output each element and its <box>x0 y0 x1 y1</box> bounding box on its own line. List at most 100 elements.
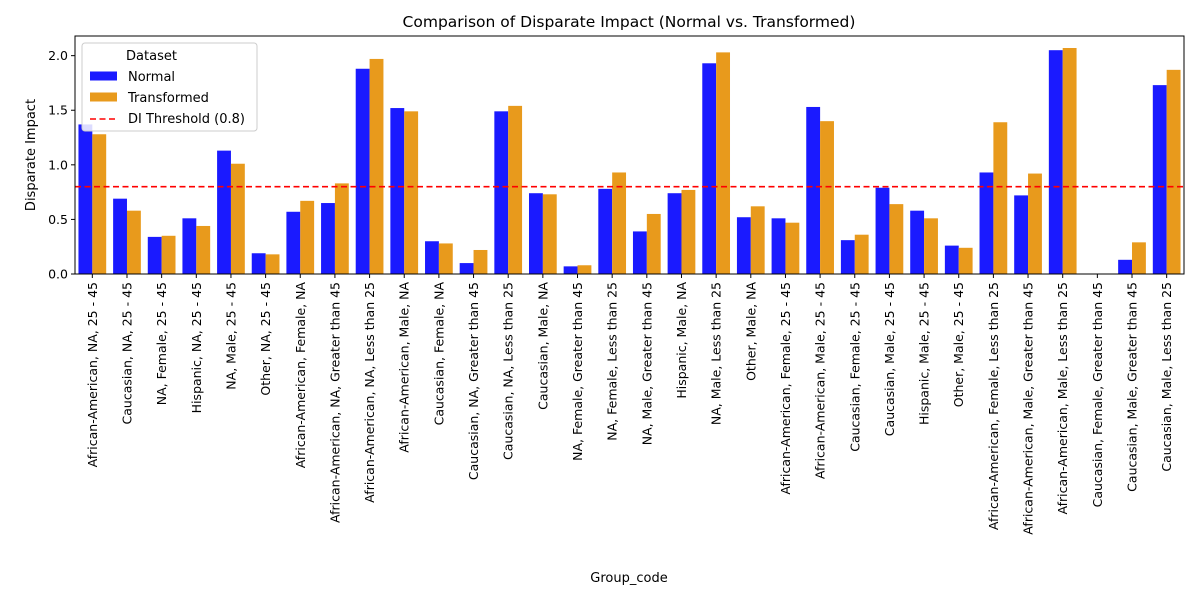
bar-normal-9 <box>390 108 405 274</box>
bar-normal-30 <box>1118 259 1133 274</box>
bar-transformed-26 <box>993 122 1008 274</box>
x-tick-label: African-American, NA, 25 - 45 <box>85 282 100 467</box>
x-tick-label: Caucasian, Male, Less than 25 <box>1159 282 1174 472</box>
bar-transformed-11 <box>473 249 488 274</box>
x-tick-label: Other, NA, 25 - 45 <box>258 282 273 396</box>
bar-normal-13 <box>528 193 543 274</box>
bar-transformed-7 <box>334 183 349 274</box>
x-tick-label: Hispanic, NA, 25 - 45 <box>189 282 204 413</box>
x-tick-label: Caucasian, Female, 25 - 45 <box>847 282 862 452</box>
x-tick-label: Hispanic, Male, NA <box>674 282 689 399</box>
bar-transformed-20 <box>785 222 800 274</box>
y-tick-label: 0.0 <box>48 267 68 282</box>
x-tick-label: African-American, Female, 25 - 45 <box>778 282 793 495</box>
x-tick-label: Other, Male, NA <box>743 282 758 381</box>
bar-transformed-21 <box>820 121 834 274</box>
bar-normal-8 <box>355 68 370 275</box>
x-tick-label: NA, Male, 25 - 45 <box>223 282 238 390</box>
x-tick-label: Caucasian, Male, 25 - 45 <box>882 282 897 436</box>
bar-transformed-5 <box>265 254 280 274</box>
legend-swatch-transformed <box>90 92 117 102</box>
y-tick-label: 1.5 <box>48 103 68 118</box>
bar-transformed-16 <box>646 213 661 274</box>
x-tick-label: Caucasian, NA, Greater than 45 <box>466 282 481 480</box>
bars-layer <box>78 48 1181 275</box>
bar-normal-26 <box>979 172 994 274</box>
bar-normal-25 <box>944 245 959 274</box>
bar-transformed-0 <box>92 134 107 274</box>
x-tick-label: African-American, NA, Greater than 45 <box>327 282 342 523</box>
legend-box <box>81 42 258 132</box>
y-axis-ticks: 0.0 0.5 1.0 1.5 2.0 <box>48 48 75 282</box>
bar-normal-23 <box>875 187 890 274</box>
legend-label-threshold: DI Threshold (0.8) <box>128 112 245 127</box>
bar-normal-24 <box>910 210 925 274</box>
bar-transformed-27 <box>1028 173 1042 274</box>
x-tick-label: African-American, Male, NA <box>397 282 412 453</box>
bar-normal-20 <box>771 218 786 274</box>
bar-transformed-3 <box>196 225 211 274</box>
bar-transformed-9 <box>404 111 419 274</box>
x-tick-label: NA, Male, Greater than 45 <box>639 282 654 445</box>
axes-layer <box>74 35 1185 275</box>
bar-normal-10 <box>425 241 439 274</box>
bar-transformed-17 <box>681 189 696 274</box>
y-tick-label: 1.0 <box>48 157 68 172</box>
bar-normal-4 <box>217 150 231 274</box>
bar-normal-15 <box>598 188 613 274</box>
x-tick-label: Caucasian, NA, Less than 25 <box>501 282 516 460</box>
bar-transformed-13 <box>542 194 557 274</box>
bar-transformed-10 <box>438 243 453 274</box>
bar-transformed-19 <box>750 206 765 274</box>
x-axis-ticks: African-American, NA, 25 - 45 Caucasian, … <box>85 274 1174 535</box>
bar-transformed-25 <box>958 247 973 274</box>
bar-transformed-28 <box>1062 48 1077 275</box>
bar-normal-1 <box>113 198 127 274</box>
bar-normal-3 <box>182 218 197 274</box>
bar-normal-0 <box>78 124 93 275</box>
bar-transformed-22 <box>854 234 869 274</box>
bar-normal-14 <box>563 266 578 274</box>
x-tick-label: African-American, Male, Greater than 45 <box>1021 282 1036 535</box>
bar-transformed-4 <box>230 163 245 274</box>
bar-normal-7 <box>321 203 335 274</box>
bar-normal-31 <box>1152 85 1167 274</box>
x-tick-label: African-American, Female, NA <box>293 282 308 469</box>
legend-swatch-normal <box>90 71 117 81</box>
legend: Dataset Normal Transformed DI Threshold (0.… <box>81 42 258 132</box>
bar-normal-11 <box>459 263 474 274</box>
bar-normal-6 <box>286 211 301 274</box>
bar-transformed-14 <box>577 265 592 274</box>
chart-title: Comparison of Disparate Impact (Normal v… <box>403 13 856 31</box>
x-tick-label: NA, Female, Less than 25 <box>605 282 620 441</box>
x-tick-label: NA, Female, 25 - 45 <box>154 282 169 405</box>
bar-transformed-12 <box>508 105 523 275</box>
x-tick-label: African-American, Male, 25 - 45 <box>813 282 828 479</box>
bar-transformed-1 <box>126 210 141 274</box>
legend-title: Dataset <box>126 49 177 64</box>
bar-normal-19 <box>736 217 751 274</box>
plot-frame <box>74 35 1185 275</box>
bar-normal-18 <box>702 63 717 274</box>
x-tick-label: Caucasian, Male, NA <box>535 282 550 410</box>
x-tick-label: Caucasian, Female, NA <box>431 282 446 426</box>
x-tick-label: African-American, NA, Less than 25 <box>362 282 377 503</box>
legend-label-transformed: Transformed <box>127 91 209 106</box>
bar-transformed-15 <box>612 172 627 274</box>
bar-transformed-30 <box>1132 242 1146 274</box>
bar-transformed-23 <box>889 204 904 274</box>
y-tick-label: 2.0 <box>48 48 68 63</box>
bar-normal-12 <box>494 111 509 274</box>
bar-normal-27 <box>1014 195 1029 274</box>
bar-transformed-31 <box>1166 69 1181 274</box>
x-tick-label: Other, Male, 25 - 45 <box>951 282 966 407</box>
bar-normal-17 <box>667 193 682 274</box>
legend-label-normal: Normal <box>128 70 175 85</box>
bar-transformed-18 <box>716 52 731 275</box>
bar-normal-21 <box>806 106 821 274</box>
bar-transformed-6 <box>300 200 315 274</box>
bar-transformed-2 <box>161 235 176 274</box>
x-tick-label: NA, Female, Greater than 45 <box>570 282 585 461</box>
